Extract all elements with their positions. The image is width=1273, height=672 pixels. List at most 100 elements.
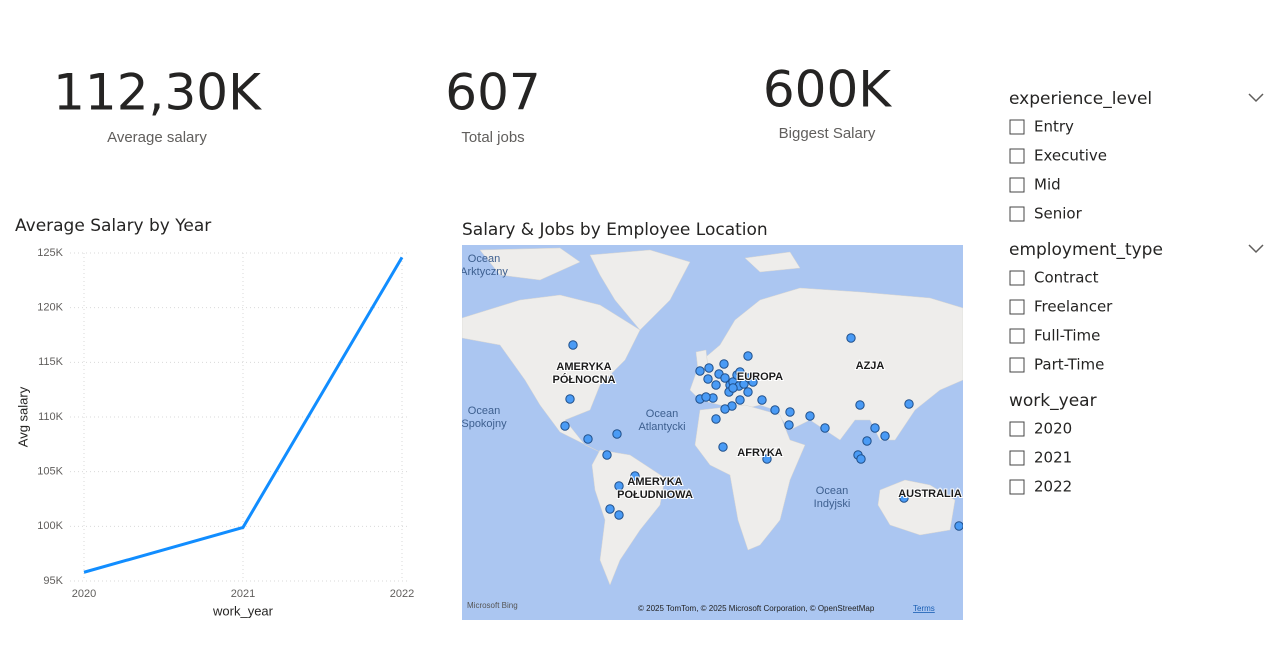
map-point[interactable]: [856, 454, 866, 464]
map-point[interactable]: [568, 340, 578, 350]
checkbox[interactable]: [1009, 357, 1025, 373]
y-tick-label: 120K: [37, 302, 63, 314]
land: [479, 247, 581, 281]
map-point[interactable]: [820, 423, 830, 433]
kpi-value: 607: [445, 64, 540, 122]
kpi-label: Biggest Salary: [779, 125, 876, 142]
checkbox[interactable]: [1009, 119, 1025, 135]
checkbox[interactable]: [1009, 270, 1025, 286]
map-point[interactable]: [748, 377, 758, 387]
map-point[interactable]: [728, 383, 738, 393]
map-point[interactable]: [703, 374, 713, 384]
map-region-label: EUROPA: [737, 371, 783, 383]
y-tick-label: 110K: [38, 411, 64, 423]
map-point[interactable]: [718, 442, 728, 452]
slicer-item[interactable]: Part-Time: [1034, 356, 1104, 374]
map-point[interactable]: [560, 421, 570, 431]
checkbox[interactable]: [1009, 450, 1025, 466]
map-point[interactable]: [605, 504, 615, 514]
map-point[interactable]: [602, 450, 612, 460]
checkbox[interactable]: [1009, 479, 1025, 495]
map-ocean-label: Ocean: [468, 253, 500, 265]
y-axis-title: Avg salary: [15, 386, 30, 447]
y-tick-label: 115K: [38, 356, 64, 368]
x-tick-label: 2020: [72, 588, 96, 600]
land: [694, 404, 806, 551]
checkbox[interactable]: [1009, 328, 1025, 344]
map-point[interactable]: [565, 394, 575, 404]
slicer-item[interactable]: 2022: [1034, 478, 1072, 496]
map-point[interactable]: [739, 379, 749, 389]
map-point[interactable]: [704, 363, 714, 373]
y-tick-label: 125K: [37, 247, 63, 259]
checkbox[interactable]: [1009, 177, 1025, 193]
checkbox[interactable]: [1009, 421, 1025, 437]
kpi-value: 600K: [763, 61, 892, 119]
map-point[interactable]: [612, 429, 622, 439]
map-point[interactable]: [614, 481, 624, 491]
map-logo: Microsoft Bing: [467, 601, 518, 610]
checkbox[interactable]: [1009, 206, 1025, 222]
map-ocean-label: Atlantycki: [638, 421, 685, 433]
map-point[interactable]: [899, 493, 909, 503]
slicer-item[interactable]: 2021: [1034, 449, 1072, 467]
land: [877, 479, 956, 536]
map-point[interactable]: [735, 395, 745, 405]
map-point[interactable]: [735, 367, 745, 377]
map-point[interactable]: [762, 454, 772, 464]
slicer-chevron[interactable]: [1248, 244, 1264, 254]
slicer-item[interactable]: Entry: [1034, 118, 1074, 136]
land: [744, 251, 801, 273]
map-point[interactable]: [701, 392, 711, 402]
map-point[interactable]: [770, 405, 780, 415]
map-point[interactable]: [583, 434, 593, 444]
kpi-label: Total jobs: [461, 129, 524, 146]
slicer-item[interactable]: Executive: [1034, 147, 1107, 165]
slicer-item[interactable]: Senior: [1034, 205, 1083, 223]
map-point[interactable]: [954, 521, 963, 531]
chart-title: Average Salary by Year: [15, 216, 211, 236]
land: [591, 449, 666, 586]
slicer-chevron[interactable]: [1248, 93, 1264, 103]
map-point[interactable]: [855, 400, 865, 410]
map-point[interactable]: [904, 399, 914, 409]
map-point[interactable]: [757, 395, 767, 405]
map-point[interactable]: [785, 407, 795, 417]
map-terms[interactable]: Terms: [913, 604, 935, 613]
slicer-title: work_year: [1009, 391, 1097, 411]
map-point[interactable]: [880, 431, 890, 441]
slicer-item[interactable]: Full-Time: [1034, 327, 1100, 345]
kpi-value: 112,30K: [53, 64, 262, 122]
y-tick-label: 95K: [43, 575, 63, 587]
map-point[interactable]: [720, 373, 730, 383]
x-tick-label: 2021: [231, 588, 255, 600]
map-point[interactable]: [862, 436, 872, 446]
slicer-item[interactable]: Contract: [1034, 269, 1099, 287]
y-tick-label: 100K: [37, 520, 63, 532]
map-point[interactable]: [630, 471, 640, 481]
map-point[interactable]: [719, 359, 729, 369]
map-point[interactable]: [614, 510, 624, 520]
map-region-label: AFRYKA: [737, 447, 782, 459]
map-ocean-label: Spokojny: [461, 418, 507, 430]
map-point[interactable]: [743, 387, 753, 397]
checkbox[interactable]: [1009, 148, 1025, 164]
map-point[interactable]: [695, 366, 705, 376]
map-point[interactable]: [711, 380, 721, 390]
map-point[interactable]: [846, 333, 856, 343]
map-region-label: AUSTRALIA: [898, 488, 962, 500]
map-point[interactable]: [720, 404, 730, 414]
slicer-item[interactable]: 2020: [1034, 420, 1072, 438]
slicer-item[interactable]: Freelancer: [1034, 298, 1113, 316]
map-point[interactable]: [870, 423, 880, 433]
map-ocean-label: Arktyczny: [460, 266, 508, 278]
map-point[interactable]: [743, 351, 753, 361]
slicer-item[interactable]: Mid: [1034, 176, 1061, 194]
map-point[interactable]: [711, 414, 721, 424]
x-axis-title: work_year: [212, 603, 274, 618]
checkbox[interactable]: [1009, 299, 1025, 315]
map-point[interactable]: [784, 420, 794, 430]
y-tick-label: 105K: [37, 466, 63, 478]
map-point[interactable]: [805, 411, 815, 421]
